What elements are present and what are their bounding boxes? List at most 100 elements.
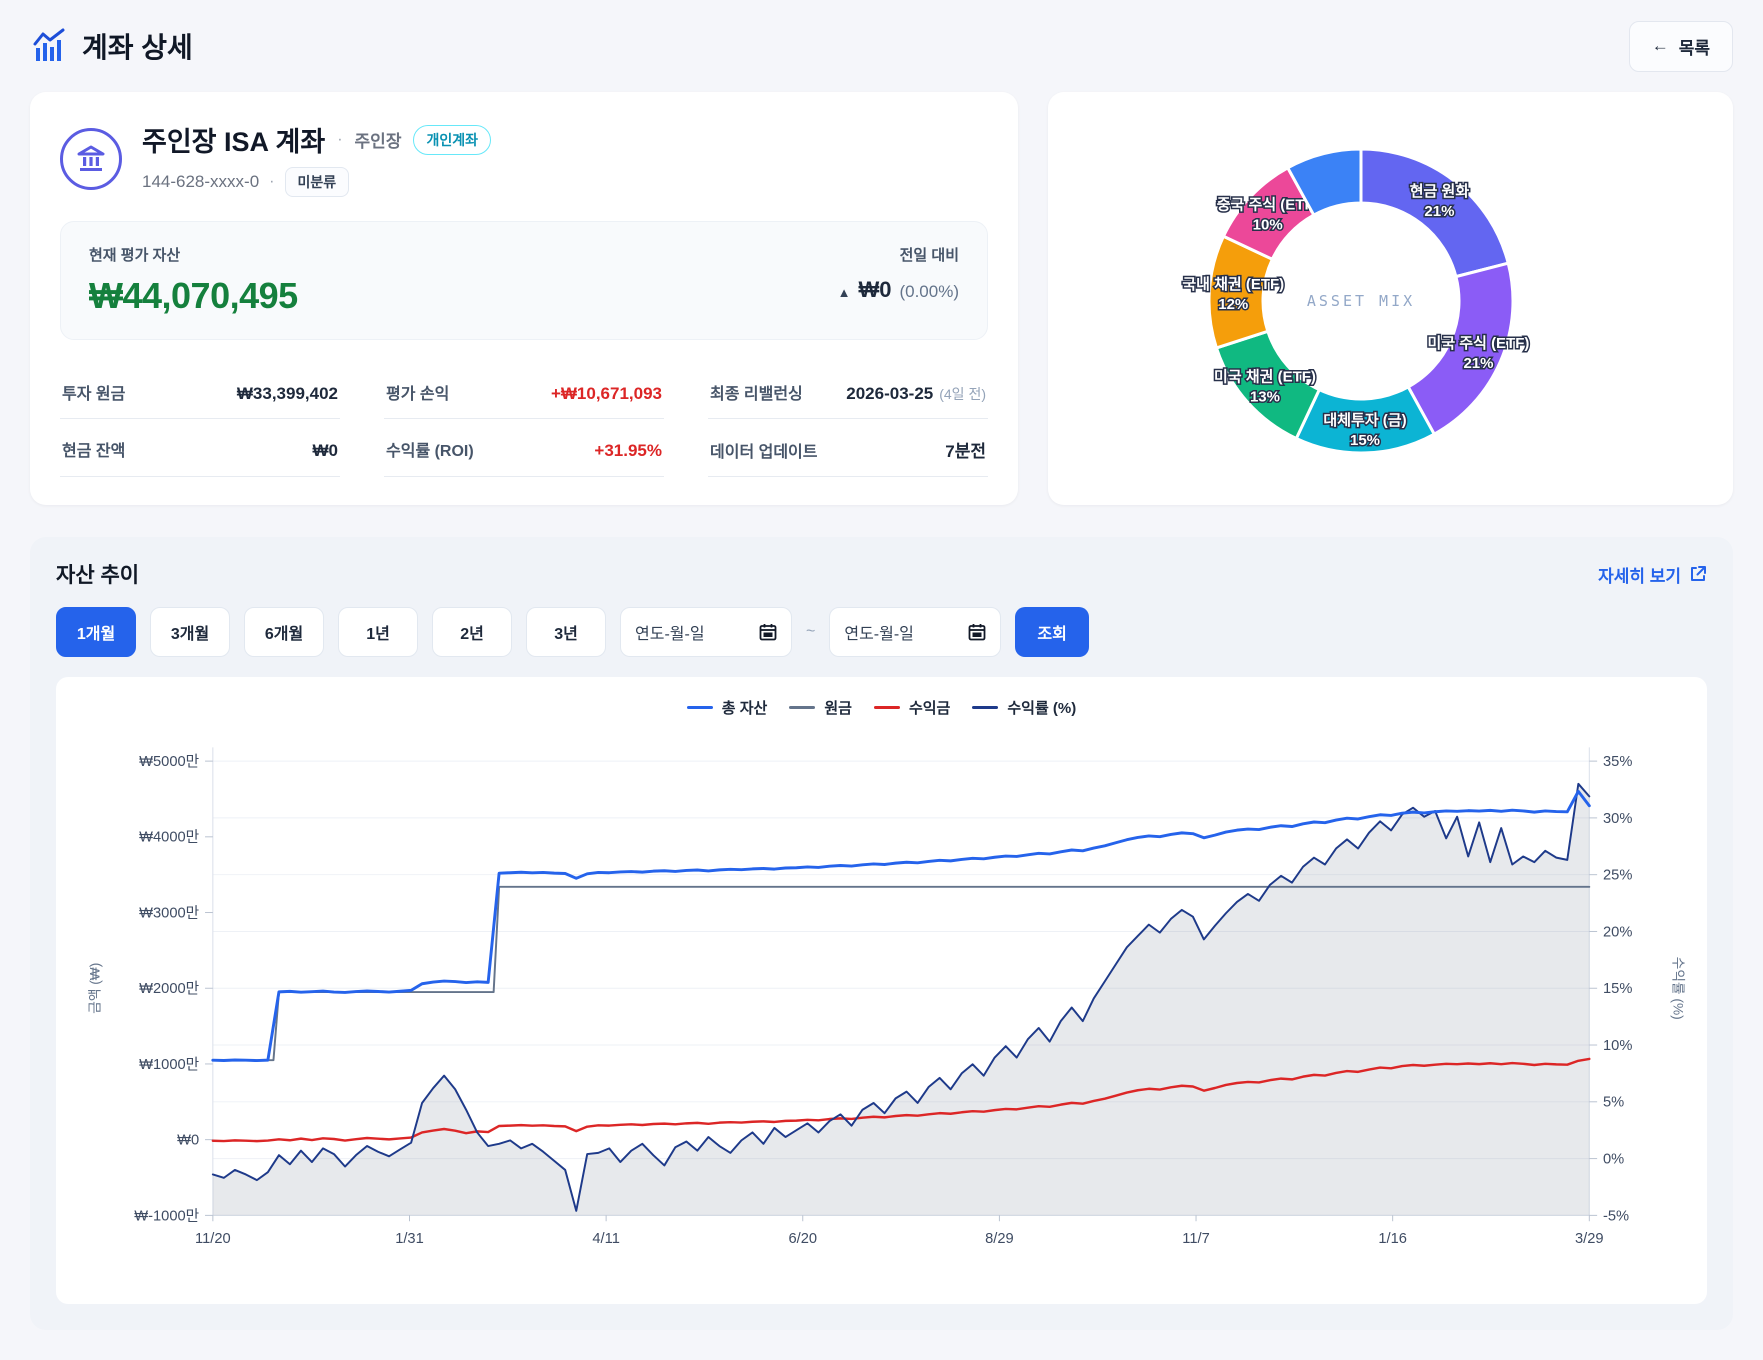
donut-segment-label: 현금 원화 21% — [1409, 182, 1469, 219]
legend-item: 총 자산 — [686, 697, 768, 718]
legend-swatch — [686, 706, 713, 709]
back-button-label: 목록 — [1678, 38, 1710, 58]
date-from-placeholder: 연도-월-일 — [635, 626, 705, 643]
right-axis-tick: 5% — [1603, 1095, 1624, 1111]
chart-legend: 총 자산 원금 수익금 수익률 (%) — [66, 691, 1697, 720]
back-arrow-icon: ← — [1651, 36, 1669, 55]
stat-label: 평가 손익 — [386, 386, 450, 403]
legend-label: 수익률 (%) — [1007, 700, 1077, 717]
x-axis-tick: 4/11 — [592, 1231, 619, 1247]
date-to-placeholder: 연도-월-일 — [844, 626, 914, 643]
period-button-1y[interactable]: 1년 — [338, 607, 418, 657]
left-axis-tick: ₩1000만 — [139, 1056, 199, 1073]
x-axis-tick: 8/29 — [985, 1231, 1014, 1247]
stat-value: ₩33,399,402 — [236, 384, 338, 403]
left-axis-tick: ₩-1000만 — [134, 1207, 199, 1224]
x-axis-tick: 1/31 — [395, 1231, 424, 1247]
left-axis-title: 금액 (₩) — [87, 963, 102, 1014]
period-button-3m[interactable]: 3개월 — [150, 607, 230, 657]
legend-swatch — [873, 706, 900, 709]
left-axis-tick: ₩3000만 — [139, 904, 199, 921]
current-valuation-box: 현재 평가 자산 ₩44,070,495 전일 대비 ▲ ₩0 (0.00%) — [60, 221, 988, 340]
right-axis-tick: 25% — [1603, 868, 1632, 884]
donut-center-text: ASSET MIX — [1306, 292, 1414, 310]
x-axis-tick: 11/20 — [195, 1231, 231, 1247]
stat-label: 수익률 (ROI) — [386, 443, 474, 460]
stat-last-rebalancing: 최종 리밸런싱 2026-03-25 (4일 전) — [708, 362, 988, 419]
right-axis-tick: 20% — [1603, 924, 1632, 940]
left-axis-tick: ₩4000만 — [139, 829, 199, 846]
donut-segment-label: 미국 주식 (ETF) 21% — [1427, 334, 1529, 371]
stat-data-updated: 데이터 업데이트 7분전 — [708, 419, 988, 477]
date-from-input[interactable]: 연도-월-일 — [620, 607, 792, 657]
legend-label: 원금 — [824, 700, 852, 717]
stat-value: 2026-03-25 (4일 전) — [846, 384, 986, 403]
donut-segment-label: 대체투자 (금) 15% — [1323, 411, 1406, 448]
stat-value: +₩10,671,093 — [550, 384, 662, 403]
bank-icon — [77, 145, 105, 171]
stat-cash-balance: 현금 잔액 ₩0 — [60, 419, 340, 477]
account-stats-grid: 투자 원금 ₩33,399,402 평가 손익 +₩10,671,093 최종 … — [60, 362, 988, 477]
separator-dot: · — [269, 173, 275, 190]
legend-item: 원금 — [789, 697, 852, 718]
right-axis-tick: 35% — [1603, 754, 1632, 770]
trend-chart-panel: 총 자산 원금 수익금 수익률 (%) ₩5000만 ₩4000만 ₩3000만 ₩2000… — [56, 677, 1707, 1304]
calendar-icon — [968, 624, 986, 641]
donut-segment-label: 국내 채권 (ETF) 12% — [1182, 274, 1284, 312]
day-change-label: 전일 대비 — [899, 247, 959, 264]
account-category-badge: 미분류 — [284, 167, 350, 197]
page-title: 계좌 상세 — [82, 32, 193, 63]
donut-segment — [1285, 146, 1362, 217]
date-to-input[interactable]: 연도-월-일 — [829, 607, 1002, 657]
period-button-3y[interactable]: 3년 — [526, 607, 606, 657]
account-owner: 주인장 — [354, 132, 402, 151]
valuation-amount: ₩44,070,495 — [89, 275, 298, 316]
account-name: 주인장 ISA 계좌 — [142, 127, 326, 157]
asset-mix-card: 현금 원화 21% 미국 주식 (ETF) 21% 대체투자 (금) 15% 미국 채권 (… — [1048, 92, 1733, 505]
asset-trend-line-chart: ₩5000만 ₩4000만 ₩3000만 ₩2000만 ₩1000만 ₩0 ₩-1000만 3… — [87, 747, 1685, 1247]
stat-value: ₩0 — [312, 441, 339, 460]
legend-item: 수익금 — [873, 697, 950, 718]
back-to-list-button[interactable]: ← 목록 — [1628, 20, 1733, 72]
account-summary-card: 주인장 ISA 계좌 · 주인장 개인계좌 144-628-xxxx-0 · 미… — [30, 92, 1018, 505]
separator-dot: · — [337, 130, 343, 148]
right-axis-tick: 15% — [1603, 981, 1632, 997]
period-button-1m[interactable]: 1개월 — [56, 607, 136, 657]
left-axis-tick: ₩2000만 — [139, 980, 199, 997]
stat-roi: 수익률 (ROI) +31.95% — [384, 419, 664, 477]
period-button-6m[interactable]: 6개월 — [244, 607, 324, 657]
right-axis-tick: -5% — [1603, 1208, 1629, 1224]
period-button-2y[interactable]: 2년 — [432, 607, 512, 657]
stat-label: 데이터 업데이트 — [710, 444, 818, 461]
donut-segment-label: 미국 채권 (ETF) 13% — [1214, 367, 1316, 405]
up-triangle-icon: ▲ — [837, 285, 851, 300]
x-axis-tick: 1/16 — [1378, 1231, 1407, 1247]
legend-swatch — [972, 706, 999, 709]
ror-area-fill — [212, 783, 1590, 1216]
stat-suffix: (4일 전) — [939, 386, 986, 402]
detail-view-label: 자세히 보기 — [1598, 566, 1681, 586]
legend-item: 수익률 (%) — [972, 697, 1076, 718]
chart-icon — [33, 28, 65, 61]
detail-view-link[interactable]: 자세히 보기 — [1598, 562, 1707, 587]
x-axis-tick: 6/20 — [788, 1231, 817, 1247]
account-type-badge: 개인계좌 — [413, 124, 491, 155]
stat-value: 7분전 — [945, 442, 986, 461]
stat-label: 최종 리밸런싱 — [710, 386, 803, 403]
valuation-label: 현재 평가 자산 — [89, 247, 181, 264]
legend-label: 총 자산 — [721, 700, 768, 717]
left-axis-tick: ₩0 — [177, 1133, 199, 1149]
account-number: 144-628-xxxx-0 — [142, 172, 260, 191]
series-line — [211, 782, 1591, 1212]
left-axis-tick: ₩5000만 — [139, 753, 199, 770]
external-link-icon — [1691, 566, 1706, 581]
calendar-icon — [759, 624, 777, 641]
x-axis-tick: 3/29 — [1575, 1231, 1604, 1247]
series-line — [211, 1057, 1591, 1143]
day-change-value: ₩0 — [858, 277, 892, 302]
search-button[interactable]: 조회 — [1015, 607, 1089, 657]
stat-label: 투자 원금 — [62, 386, 126, 403]
stat-principal: 투자 원금 ₩33,399,402 — [60, 362, 340, 419]
right-axis-tick: 0% — [1603, 1151, 1624, 1167]
stat-value: +31.95% — [594, 441, 662, 460]
